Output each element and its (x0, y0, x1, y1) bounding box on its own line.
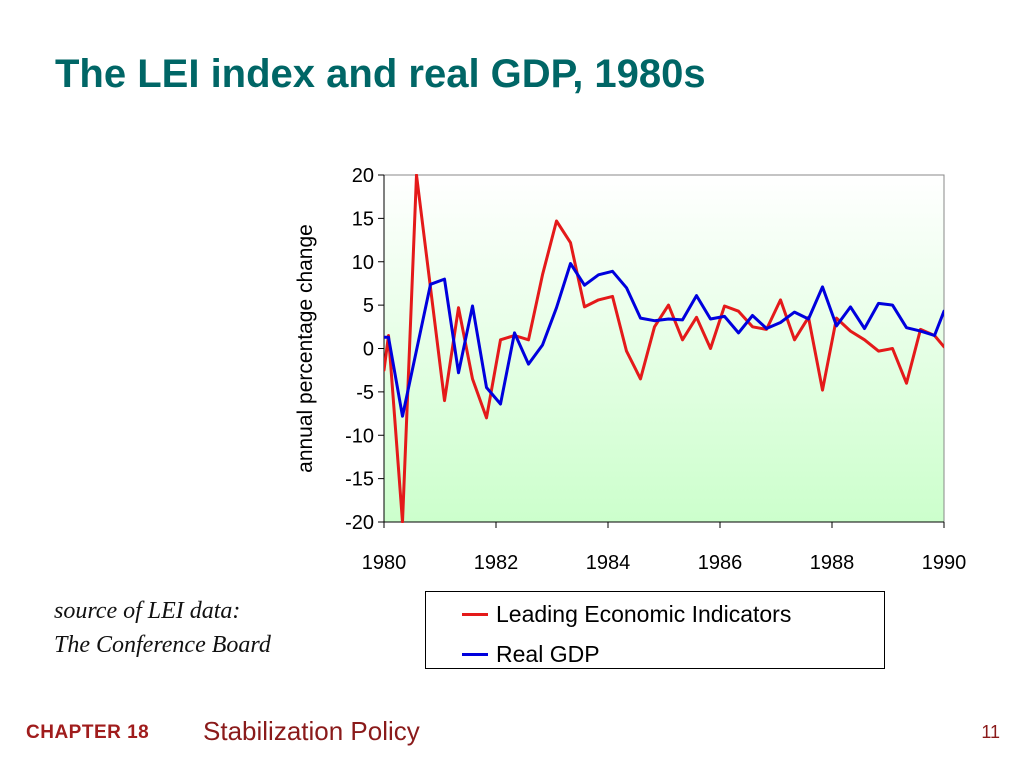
y-axis-label: annual percentage change (294, 224, 317, 473)
legend-entry-lei: Leading Economic Indicators (462, 600, 791, 628)
slide-title: The LEI index and real GDP, 1980s (55, 52, 706, 96)
legend-entry-gdp: Real GDP (462, 640, 600, 668)
plot-area (383, 174, 945, 523)
x-tick-label: 1988 (810, 552, 855, 574)
footer-chapter: CHAPTER 18 (26, 722, 150, 743)
series-layer (384, 174, 944, 523)
legend-swatch-lei (462, 612, 488, 616)
y-tick-label: -20 (345, 512, 374, 534)
y-tick-label: 0 (363, 339, 374, 361)
y-tick-label: 10 (352, 252, 374, 274)
source-note-line-2: The Conference Board (54, 632, 271, 658)
y-tick-label: -5 (356, 382, 374, 404)
y-tick-label: 20 (352, 165, 374, 187)
legend-label-gdp: Real GDP (496, 640, 600, 667)
y-tick-label: -15 (345, 469, 374, 491)
y-tick-label: 15 (352, 208, 374, 230)
x-axis: 1980 1982 1984 1986 1988 1990 (362, 521, 967, 574)
y-tick-label: -10 (345, 425, 374, 447)
lei-series-line (384, 174, 944, 523)
y-axis: 20 15 10 5 0 -5 -10 -15 -20 (345, 165, 385, 534)
source-note-line-1: source of LEI data: (54, 598, 241, 624)
slide-footer: CHAPTER 18 Stabilization Policy 11 (0, 712, 1024, 752)
chart-legend: Leading Economic Indicators Real GDP (425, 591, 885, 669)
y-tick-label: 5 (363, 295, 374, 317)
source-note: source of LEI data: The Conference Board (54, 594, 271, 662)
legend-swatch-gdp (462, 652, 488, 656)
legend-label-lei: Leading Economic Indicators (496, 600, 792, 627)
x-tick-label: 1986 (698, 552, 743, 574)
x-tick-label: 1990 (922, 552, 967, 574)
footer-topic: Stabilization Policy (203, 716, 420, 746)
x-tick-label: 1980 (362, 552, 407, 574)
x-tick-label: 1982 (474, 552, 519, 574)
lei-gdp-line-chart: 20 15 10 5 0 -5 -10 -15 -20 1980 1982 1984 1986 1988… (294, 165, 967, 574)
x-tick-label: 1984 (586, 552, 631, 574)
footer-page-number: 11 (981, 722, 1000, 742)
gdp-series-line (384, 262, 944, 418)
